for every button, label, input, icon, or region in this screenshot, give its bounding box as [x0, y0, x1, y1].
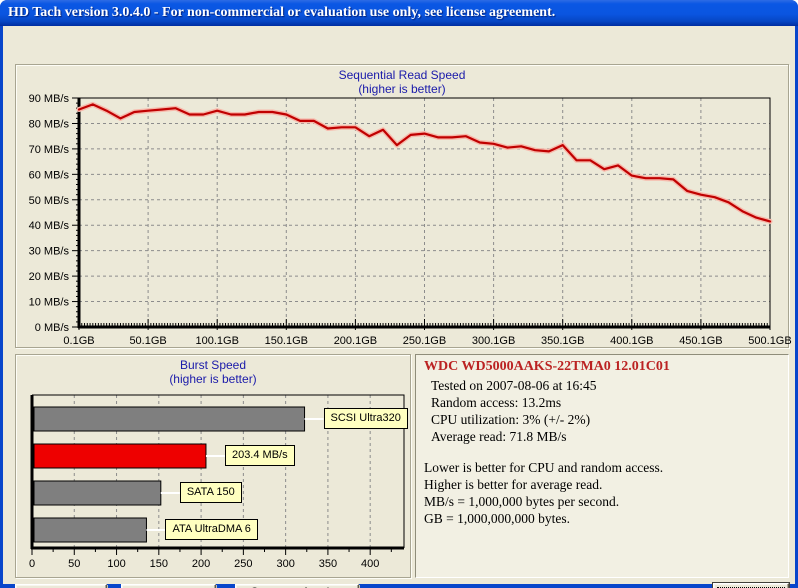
note-gb-definition: GB = 1,000,000,000 bytes.	[424, 511, 570, 526]
burst-bar	[33, 517, 147, 543]
x-tick-label: 50	[68, 558, 80, 570]
burst-speed-panel: Burst Speed (higher is better) 0 50 100 150…	[15, 354, 411, 578]
drive-info-panel: WDC WD5000AAKS-22TMA0 12.01C01 Tested on…	[415, 354, 789, 578]
window-client-area: Sequential Read Speed (higher is better)…	[3, 26, 795, 588]
title-bar[interactable]: HD Tach version 3.0.4.0 - For non-commer…	[0, 0, 798, 26]
x-tick-label: 500.1GB	[748, 335, 791, 347]
x-tick-label: 300.1GB	[472, 335, 515, 347]
compare-another-drive-button[interactable]: Compare Another Drive	[235, 584, 359, 588]
x-tick-label: 0	[29, 558, 35, 570]
read-chart-title: Sequential Read Speed	[338, 68, 466, 82]
x-tick-label: 250.1GB	[403, 335, 446, 347]
x-tick-label: 200	[192, 558, 210, 570]
burst-chart-title-block: Burst Speed (higher is better)	[16, 358, 410, 386]
explanation-notes: Lower is better for CPU and random acces…	[424, 459, 788, 527]
x-tick-label: 350	[319, 558, 337, 570]
x-tick-label: 150	[150, 558, 168, 570]
x-tick-label: 150.1GB	[265, 335, 308, 347]
y-tick-label: 40 MB/s	[29, 220, 70, 232]
burst-chart-subtitle: (higher is better)	[169, 372, 257, 386]
plot-border	[32, 394, 405, 548]
bar-label: 203.4 MB/s	[224, 445, 295, 466]
plot-border	[79, 97, 771, 327]
stat-random-access: Random access: 13.2ms	[431, 395, 562, 410]
x-tick-label: 50.1GB	[129, 335, 166, 347]
read-chart-title-block: Sequential Read Speed (higher is better)	[16, 68, 788, 96]
burst-speed-chart: 0 50 100 150 200 250 300 350 400	[29, 394, 405, 570]
x-tick-label: 100.1GB	[195, 335, 238, 347]
burst-chart-title: Burst Speed	[179, 358, 247, 372]
y-tick-label: 0 MB/s	[35, 322, 70, 334]
window-title: HD Tach version 3.0.4.0 - For non-commer…	[8, 5, 556, 20]
stat-tested-on: Tested on 2007-08-06 at 16:45	[431, 378, 597, 393]
stat-average-read: Average read: 71.8 MB/s	[431, 429, 567, 444]
note-lower-better: Lower is better for CPU and random acces…	[424, 460, 664, 475]
read-speed-line	[77, 103, 772, 223]
read-chart-subtitle: (higher is better)	[358, 82, 446, 96]
sequential-read-panel: Sequential Read Speed (higher is better)…	[15, 64, 792, 348]
y-tick-label: 10 MB/s	[29, 297, 70, 309]
y-tick-label: 80 MB/s	[29, 118, 70, 130]
burst-bar	[33, 406, 306, 432]
x-tick-label: 300	[276, 558, 294, 570]
y-tick-label: 60 MB/s	[29, 169, 70, 181]
save-results-button[interactable]: Save Results	[15, 584, 107, 588]
bar-label: SATA 150	[179, 482, 242, 503]
x-tick-label: 200.1GB	[334, 335, 377, 347]
y-tick-label: 50 MB/s	[29, 195, 70, 207]
x-tick-label: 400.1GB	[610, 335, 653, 347]
x-tick-label: 0.1GB	[63, 335, 94, 347]
bar-label: SCSI Ultra320	[323, 408, 408, 429]
note-mbs-definition: MB/s = 1,000,000 bytes per second.	[424, 494, 620, 509]
note-higher-better: Higher is better for average read.	[424, 477, 603, 492]
drive-stats: Tested on 2007-08-06 at 16:45 Random acc…	[416, 377, 788, 445]
burst-bar	[33, 443, 207, 469]
burst-bar	[33, 480, 162, 506]
upload-results-button[interactable]: Upload Results	[121, 584, 216, 588]
x-tick-label: 350.1GB	[541, 335, 584, 347]
read-speed-line-halo	[76, 101, 773, 224]
sequential-read-chart: 0 MB/s 10 MB/s 20 MB/s 30 MB/s 40 MB/s 50 MB/…	[29, 93, 792, 347]
y-tick-label: 20 MB/s	[29, 271, 70, 283]
y-tick-label: 90 MB/s	[29, 93, 70, 105]
y-tick-label: 30 MB/s	[29, 246, 70, 258]
drive-model-title: WDC WD5000AAKS-22TMA0 12.01C01	[424, 359, 670, 374]
y-tick-label: 70 MB/s	[29, 144, 70, 156]
stat-cpu-utilization: CPU utilization: 3% (+/- 2%)	[431, 412, 591, 427]
bar-label: ATA UltraDMA 6	[165, 519, 258, 540]
done-button[interactable]: Done	[713, 583, 789, 588]
x-tick-label: 100	[107, 558, 125, 570]
mnemonic-letter: C	[250, 585, 259, 588]
x-tick-label: 450.1GB	[679, 335, 722, 347]
x-tick-label: 400	[361, 558, 379, 570]
x-tick-label: 250	[234, 558, 252, 570]
